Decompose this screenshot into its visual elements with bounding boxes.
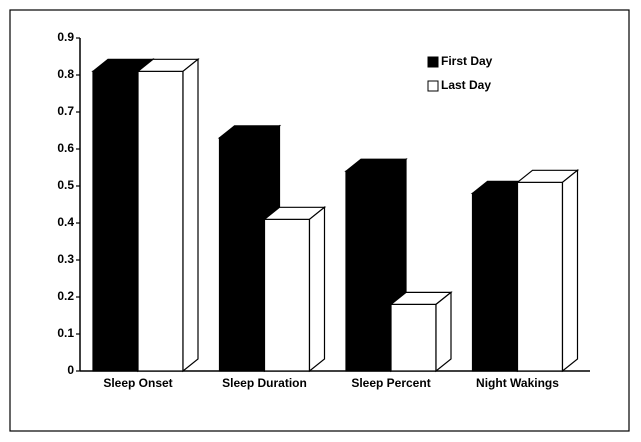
y-tick-label: 0.6 <box>57 141 74 155</box>
y-tick-label: 0.1 <box>57 326 74 340</box>
legend-swatch <box>427 80 439 92</box>
bar-side <box>435 291 452 373</box>
y-tick-label: 0.5 <box>57 178 74 192</box>
y-tick-label: 0.2 <box>57 289 74 303</box>
y-tick-label: 0.9 <box>57 30 74 44</box>
bar <box>262 206 327 373</box>
y-tick-label: 0.4 <box>57 215 74 229</box>
legend-label: First Day <box>441 54 493 68</box>
bar-front <box>92 70 139 372</box>
bar-front <box>137 70 184 372</box>
x-tick-label: Sleep Percent <box>351 376 430 390</box>
y-tick-label: 0.3 <box>57 252 74 266</box>
bar-side <box>561 169 579 373</box>
bar-front <box>345 170 392 372</box>
bar <box>136 58 200 373</box>
bar-front <box>471 192 519 372</box>
legend-swatch <box>427 56 439 68</box>
bar-side <box>308 206 326 373</box>
x-tick-label: Sleep Duration <box>222 376 307 390</box>
y-tick-label: 0.8 <box>57 67 74 81</box>
bar <box>515 169 580 373</box>
bar-side <box>182 58 199 373</box>
x-tick-label: Night Wakings <box>476 376 559 390</box>
x-tick-label: Sleep Onset <box>103 376 172 390</box>
bar-front <box>218 137 266 372</box>
y-tick-label: 0.7 <box>57 104 74 118</box>
y-tick-label: 0 <box>67 363 74 377</box>
bar-front <box>516 181 564 372</box>
bar <box>389 291 453 373</box>
legend-label: Last Day <box>441 78 491 92</box>
bar-front <box>390 303 437 372</box>
bar-front <box>263 218 311 372</box>
